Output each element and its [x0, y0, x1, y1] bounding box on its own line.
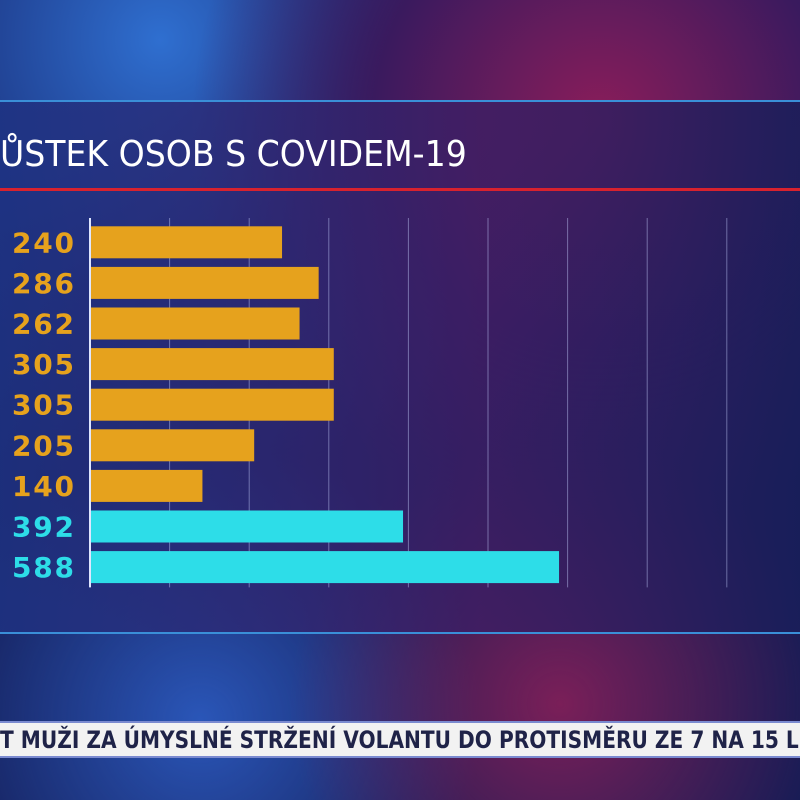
bar	[91, 348, 334, 381]
bar	[91, 226, 283, 259]
bar	[91, 307, 300, 340]
title-divider	[0, 188, 800, 191]
data-label: 392	[12, 511, 74, 544]
data-label: 240	[12, 226, 74, 259]
data-label: 140	[12, 470, 74, 503]
bar	[91, 429, 255, 462]
data-label: 588	[12, 551, 74, 584]
bar	[91, 551, 560, 584]
bar-chart: 240 286 262 305 305 205 140 392 588	[12, 218, 728, 588]
data-label: 286	[12, 267, 74, 300]
chart-panel: ŮSTEK OSOB S COVIDEM-19 240 286 262 305 305 2…	[0, 100, 800, 634]
bar	[91, 510, 404, 543]
bar	[91, 388, 334, 421]
data-label: 305	[12, 348, 74, 381]
news-ticker: T MUŽI ZA ÚMYSLNÉ STRŽENÍ VOLANTU DO PRO…	[0, 721, 800, 758]
data-label: 305	[12, 389, 74, 422]
data-label: 205	[12, 429, 74, 462]
ticker-text: T MUŽI ZA ÚMYSLNÉ STRŽENÍ VOLANTU DO PRO…	[0, 726, 800, 754]
bar	[91, 469, 203, 502]
data-label: 262	[12, 308, 74, 341]
chart-title: ŮSTEK OSOB S COVIDEM-19	[0, 134, 467, 175]
bar	[91, 266, 319, 299]
